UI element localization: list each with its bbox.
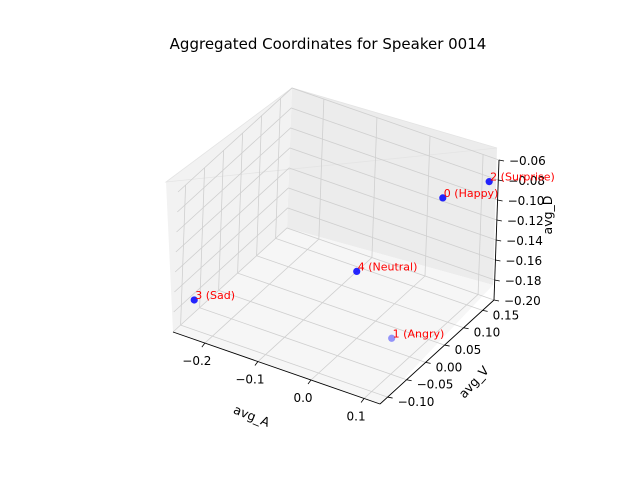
z-tick-label: −0.20 [504,294,541,308]
y-tick-mark [444,344,450,347]
z-tick-mark [498,159,505,162]
y-tick-label: −0.05 [417,378,454,392]
data-point [353,267,361,276]
axes [172,159,500,405]
y-axis-line [379,299,495,405]
data-points: 0 (Happy) 1 (Angry) 2 (Surprise) 3 (Sad) 4 (… [190,171,555,342]
gridlines [172,87,500,399]
z-tick-mark [498,179,504,182]
chart-title: Aggregated Coordinates for Speaker 0014 [170,35,487,53]
y-tick-label: −0.10 [398,395,435,409]
z-tick-mark [496,239,502,242]
y-tick-label: 0.15 [493,308,520,322]
z-tick-label: −0.18 [505,274,542,288]
z-gridline [177,87,500,193]
z-tick-label: −0.16 [505,254,542,268]
y-tick-label: 0.10 [474,326,501,340]
y-tick-label: 0.05 [455,343,482,357]
z-tick-mark [495,259,501,262]
z-tick-labels: −0.20 −0.18 −0.16 −0.14 −0.12 −0.10 −0.08 −0.06 [493,154,546,308]
data-point [439,194,447,202]
point-label: 3 (Sad) [195,289,235,302]
x-tick-mark [254,361,259,366]
x-tick-label: −0.2 [182,354,211,368]
z-gridline [173,207,495,313]
z-tick-label: −0.14 [506,234,543,248]
y-tick-mark [425,362,431,364]
z-tick-mark [497,199,503,202]
y-tick-mark [482,310,488,312]
point-label: 0 (Happy) [444,187,499,200]
x-tick-mark [307,379,312,385]
x-axis-line [172,331,381,405]
z-tick-mark [496,219,502,222]
x-tick-label: −0.1 [235,373,264,387]
z-tick-label: −0.12 [507,214,544,228]
z-gridline [175,147,497,253]
x-tick-mark [201,342,206,348]
point-label: 4 (Neutral) [358,260,418,273]
y-tick-mark [463,327,469,330]
z-gridline [177,107,499,213]
z-tick-mark [493,299,500,302]
z-axis-line [493,159,500,301]
pane-back [287,88,497,285]
data-point [388,334,396,342]
z-gridline [174,167,497,273]
point-label: 1 (Angry) [393,327,445,340]
data-point [190,296,198,304]
z-tick-label: −0.08 [508,174,545,188]
x-tick-label: 0.0 [293,391,312,405]
y-tick-labels: −0.10 −0.05 0.00 0.05 0.10 0.15 [387,308,520,409]
y-tick-mark [406,379,412,382]
y-tick-mark [387,396,393,399]
z-tick-mark [494,279,500,282]
x-tick-labels: −0.2 −0.1 0.0 0.1 [182,342,366,423]
z-tick-label: −0.10 [508,194,545,208]
z-axis-label: avg_D [540,196,555,235]
z-tick-label: −0.06 [509,154,546,168]
data-point [485,178,493,186]
z-gridline [174,187,496,293]
y-tick-label: 0.00 [436,360,463,374]
x-tick-label: 0.1 [347,409,366,423]
pane-top-edge [164,87,498,183]
z-gridline [176,127,498,233]
x-tick-mark [360,398,365,403]
point-label: 2 (Surprise) [490,171,555,184]
x-axis-label: avg_A [231,402,272,430]
z-gridline [172,227,495,333]
